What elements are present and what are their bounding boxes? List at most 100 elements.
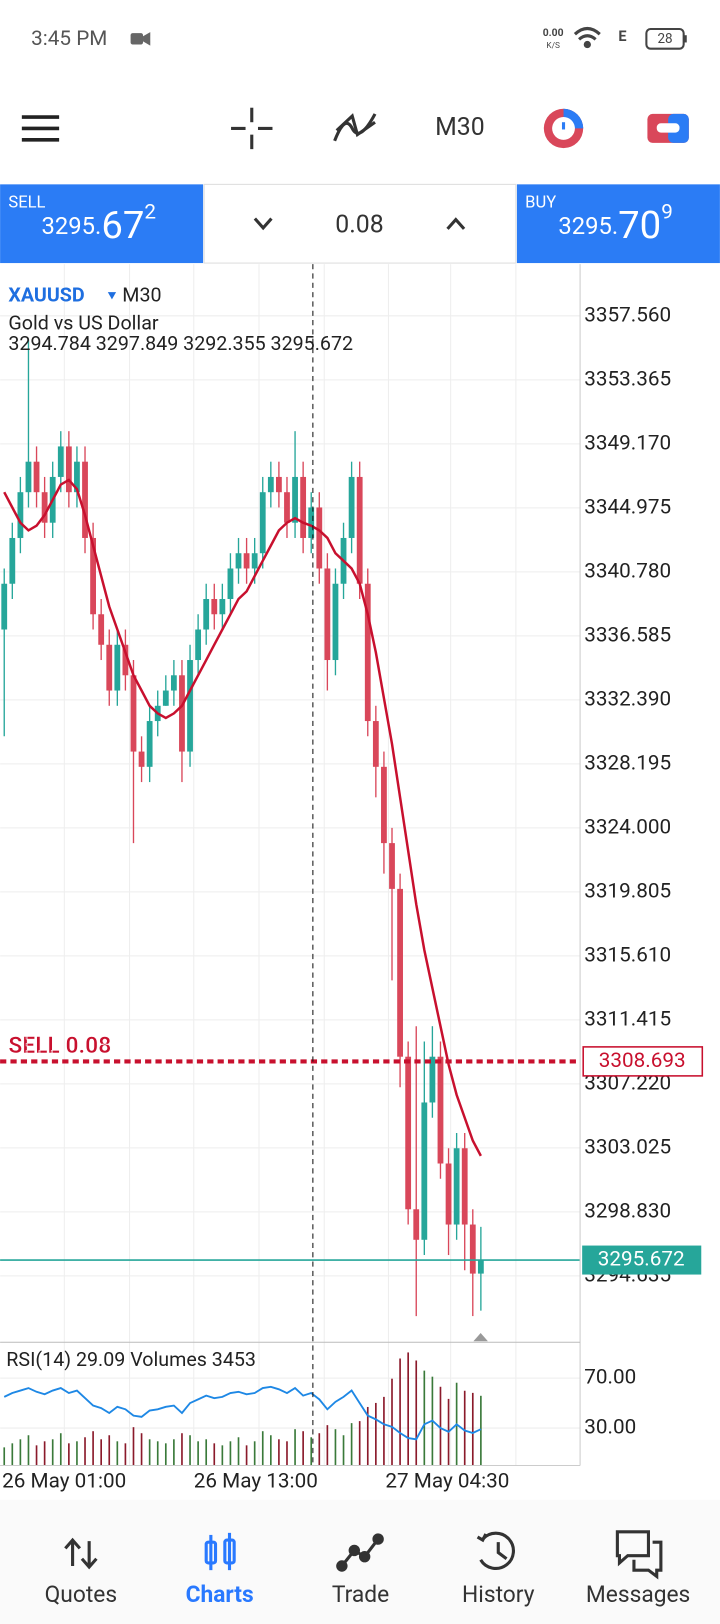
- candle-body: [267, 476, 274, 493]
- chart-shift-marker: [473, 1332, 488, 1342]
- candle-body: [235, 553, 242, 569]
- y-tick-label: 3353.365: [584, 367, 671, 391]
- price-box: [582, 1245, 702, 1275]
- sell-price-sup: 2: [144, 201, 156, 225]
- symbol[interactable]: XAUUSD: [8, 283, 84, 306]
- candle-body: [65, 446, 72, 493]
- y-tick-label: 3340.780: [584, 559, 671, 583]
- buy-price-main: 3295.: [558, 212, 618, 240]
- candle-body: [41, 492, 48, 523]
- candle-body: [445, 1163, 452, 1225]
- symbol-description: Gold vs US Dollar: [8, 311, 159, 334]
- candle-body: [106, 644, 113, 691]
- plot: SELL 0.08 3308.693 3295.672: [0, 339, 704, 1466]
- candle-body: [74, 461, 80, 493]
- lot-decrease[interactable]: [253, 217, 273, 231]
- candle-body: [477, 1260, 484, 1274]
- record-icon: [130, 33, 144, 45]
- y-tick-label: 3319.805: [584, 879, 671, 903]
- candle-body: [324, 568, 331, 661]
- ohlc-values: 3294.784 3297.849 3292.355 3295.672: [8, 332, 353, 355]
- sell-label: SELL: [8, 193, 45, 212]
- nav-trade[interactable]: Trade: [332, 1581, 389, 1608]
- candle-body: [348, 476, 355, 538]
- order-price-label: 3308.693: [599, 1049, 686, 1073]
- moving-average: [3, 478, 482, 1157]
- candle-body: [437, 1056, 444, 1164]
- nav-history[interactable]: History: [462, 1581, 535, 1608]
- y-tick-label: 3303.025: [584, 1135, 671, 1159]
- y-tick-label: 3315.610: [584, 943, 671, 967]
- candle-body: [98, 614, 105, 645]
- candle-body: [17, 492, 24, 538]
- candle-body: [276, 476, 282, 493]
- candle-body: [251, 553, 258, 569]
- candle-body: [284, 492, 290, 523]
- sell-price: 3295.672: [42, 201, 157, 248]
- chart-type-button[interactable]: [543, 108, 584, 149]
- crosshair-button[interactable]: [231, 107, 273, 150]
- nav-quotes[interactable]: Quotes: [45, 1581, 117, 1608]
- candle-body: [227, 568, 234, 599]
- candle-body: [316, 507, 323, 569]
- x-tick-label: 27 May 04:30: [385, 1470, 509, 1494]
- nav-charts[interactable]: Charts: [186, 1581, 254, 1608]
- candle-body: [372, 721, 379, 767]
- y-tick-label: 3328.195: [584, 751, 671, 775]
- sell-button[interactable]: [0, 184, 204, 264]
- candle-body: [57, 446, 64, 477]
- candle-body: [203, 598, 210, 630]
- candle-body: [130, 675, 137, 752]
- lot-value[interactable]: 0.08: [335, 210, 383, 239]
- candle-body: [9, 537, 16, 584]
- candle-body: [122, 644, 129, 676]
- timeframe-button[interactable]: M30: [435, 113, 485, 142]
- battery-icon: [683, 35, 687, 43]
- status-time: 3:45 PM: [31, 27, 107, 51]
- rsi-line: [3, 1385, 482, 1441]
- lot-increase[interactable]: [446, 217, 466, 230]
- y-tick-label: 3332.390: [584, 687, 671, 711]
- menu-button[interactable]: [21, 115, 60, 142]
- candle-body: [187, 660, 193, 752]
- indicators-button[interactable]: [333, 113, 377, 142]
- candle-body: [259, 492, 266, 554]
- candle-body: [469, 1224, 476, 1274]
- candle-body: [114, 644, 121, 691]
- net-speed: 0.00: [543, 26, 564, 39]
- candle-body: [138, 751, 145, 767]
- candle-body: [332, 583, 339, 661]
- buy-label: BUY: [525, 193, 556, 212]
- candle-body: [421, 1102, 428, 1240]
- y-tick-label: 3298.830: [584, 1199, 671, 1223]
- candle-body: [356, 476, 363, 584]
- candle-body: [300, 476, 307, 538]
- trade-button[interactable]: [647, 113, 689, 143]
- candle-body: [219, 598, 226, 615]
- y-tick-label: 3349.170: [584, 431, 671, 455]
- symbol-dropdown[interactable]: [107, 292, 117, 300]
- order-label: SELL 0.08: [8, 1032, 111, 1059]
- buy-price-sup: 9: [661, 201, 673, 225]
- indicator-values: RSI(14) 29.09 Volumes 3453: [6, 1348, 256, 1371]
- history-icon: [476, 1531, 515, 1570]
- candle-body: [162, 690, 169, 706]
- candle-body: [461, 1148, 468, 1225]
- candle-body: [308, 507, 315, 538]
- buy-button[interactable]: [516, 184, 720, 264]
- candle-body: [405, 1056, 412, 1210]
- candle-body: [170, 675, 177, 691]
- nav-messages[interactable]: Messages: [586, 1581, 690, 1608]
- candle-body: [25, 461, 32, 493]
- network-type: E: [618, 28, 626, 45]
- candle-body: [413, 1209, 420, 1240]
- x-tick-label: 26 May 13:00: [194, 1470, 318, 1494]
- lot-box: [203, 183, 517, 264]
- candle-body: [429, 1056, 436, 1103]
- order-price-box: [582, 1046, 704, 1077]
- candle-body: [195, 629, 202, 661]
- x-tick-label: 26 May 01:00: [2, 1470, 126, 1494]
- quotes-icon: [64, 1537, 98, 1570]
